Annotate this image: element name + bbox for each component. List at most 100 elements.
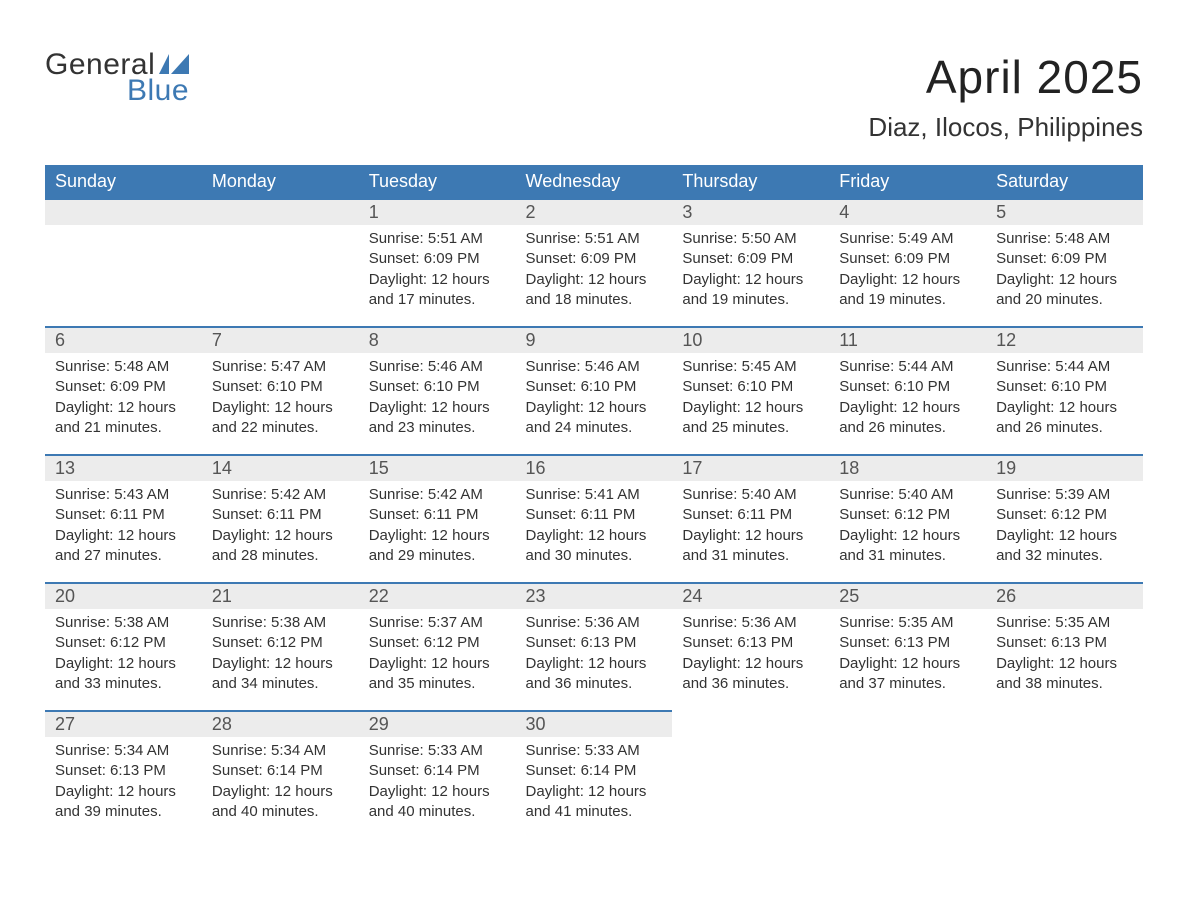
daylight-text: Daylight: 12 hours and 31 minutes. xyxy=(682,526,819,567)
daylight-text: Daylight: 12 hours and 39 minutes. xyxy=(55,782,192,823)
title-block: April 2025 Diaz, Ilocos, Philippines xyxy=(868,50,1143,143)
sunset-text: Sunset: 6:11 PM xyxy=(55,505,192,525)
daylight-text: Daylight: 12 hours and 18 minutes. xyxy=(526,270,663,311)
calendar-week-row: 6Sunrise: 5:48 AMSunset: 6:09 PMDaylight… xyxy=(45,326,1143,454)
day-body: Sunrise: 5:35 AMSunset: 6:13 PMDaylight:… xyxy=(986,609,1143,704)
sunset-text: Sunset: 6:09 PM xyxy=(839,249,976,269)
calendar-cell: 29Sunrise: 5:33 AMSunset: 6:14 PMDayligh… xyxy=(359,710,516,838)
day-number: 22 xyxy=(359,582,516,609)
sunrise-text: Sunrise: 5:48 AM xyxy=(55,357,192,377)
calendar-cell: 17Sunrise: 5:40 AMSunset: 6:11 PMDayligh… xyxy=(672,454,829,582)
day-number: 30 xyxy=(516,710,673,737)
weekday-header: Sunday xyxy=(45,165,202,198)
sunrise-text: Sunrise: 5:49 AM xyxy=(839,229,976,249)
day-number: 7 xyxy=(202,326,359,353)
day-body: Sunrise: 5:51 AMSunset: 6:09 PMDaylight:… xyxy=(359,225,516,320)
day-body: Sunrise: 5:42 AMSunset: 6:11 PMDaylight:… xyxy=(359,481,516,576)
sunset-text: Sunset: 6:13 PM xyxy=(682,633,819,653)
daylight-text: Daylight: 12 hours and 29 minutes. xyxy=(369,526,506,567)
day-number xyxy=(45,198,202,225)
calendar-cell: 5Sunrise: 5:48 AMSunset: 6:09 PMDaylight… xyxy=(986,198,1143,326)
calendar-cell: 24Sunrise: 5:36 AMSunset: 6:13 PMDayligh… xyxy=(672,582,829,710)
day-body: Sunrise: 5:35 AMSunset: 6:13 PMDaylight:… xyxy=(829,609,986,704)
daylight-text: Daylight: 12 hours and 28 minutes. xyxy=(212,526,349,567)
page-title: April 2025 xyxy=(868,50,1143,104)
daylight-text: Daylight: 12 hours and 36 minutes. xyxy=(526,654,663,695)
day-body: Sunrise: 5:40 AMSunset: 6:12 PMDaylight:… xyxy=(829,481,986,576)
sunset-text: Sunset: 6:10 PM xyxy=(369,377,506,397)
day-number: 23 xyxy=(516,582,673,609)
weekday-header: Tuesday xyxy=(359,165,516,198)
day-body: Sunrise: 5:37 AMSunset: 6:12 PMDaylight:… xyxy=(359,609,516,704)
weekday-header: Monday xyxy=(202,165,359,198)
sunrise-text: Sunrise: 5:33 AM xyxy=(526,741,663,761)
sunset-text: Sunset: 6:13 PM xyxy=(839,633,976,653)
sunrise-text: Sunrise: 5:46 AM xyxy=(369,357,506,377)
day-number: 8 xyxy=(359,326,516,353)
daylight-text: Daylight: 12 hours and 17 minutes. xyxy=(369,270,506,311)
day-number: 25 xyxy=(829,582,986,609)
calendar-cell: 11Sunrise: 5:44 AMSunset: 6:10 PMDayligh… xyxy=(829,326,986,454)
sunset-text: Sunset: 6:11 PM xyxy=(682,505,819,525)
daylight-text: Daylight: 12 hours and 23 minutes. xyxy=(369,398,506,439)
calendar-cell: 10Sunrise: 5:45 AMSunset: 6:10 PMDayligh… xyxy=(672,326,829,454)
day-number: 20 xyxy=(45,582,202,609)
day-number: 13 xyxy=(45,454,202,481)
day-body: Sunrise: 5:48 AMSunset: 6:09 PMDaylight:… xyxy=(986,225,1143,320)
day-body: Sunrise: 5:44 AMSunset: 6:10 PMDaylight:… xyxy=(829,353,986,448)
logo: General Blue xyxy=(45,50,189,106)
day-body: Sunrise: 5:50 AMSunset: 6:09 PMDaylight:… xyxy=(672,225,829,320)
calendar-cell: 21Sunrise: 5:38 AMSunset: 6:12 PMDayligh… xyxy=(202,582,359,710)
sunset-text: Sunset: 6:13 PM xyxy=(55,761,192,781)
day-number: 14 xyxy=(202,454,359,481)
sunset-text: Sunset: 6:11 PM xyxy=(212,505,349,525)
sunset-text: Sunset: 6:12 PM xyxy=(996,505,1133,525)
calendar-cell: 25Sunrise: 5:35 AMSunset: 6:13 PMDayligh… xyxy=(829,582,986,710)
sunrise-text: Sunrise: 5:50 AM xyxy=(682,229,819,249)
daylight-text: Daylight: 12 hours and 21 minutes. xyxy=(55,398,192,439)
day-number: 1 xyxy=(359,198,516,225)
calendar-cell: 27Sunrise: 5:34 AMSunset: 6:13 PMDayligh… xyxy=(45,710,202,838)
daylight-text: Daylight: 12 hours and 35 minutes. xyxy=(369,654,506,695)
day-number: 6 xyxy=(45,326,202,353)
sunrise-text: Sunrise: 5:40 AM xyxy=(682,485,819,505)
weekday-header: Friday xyxy=(829,165,986,198)
day-number: 5 xyxy=(986,198,1143,225)
weekday-header: Thursday xyxy=(672,165,829,198)
day-body: Sunrise: 5:33 AMSunset: 6:14 PMDaylight:… xyxy=(359,737,516,832)
day-body: Sunrise: 5:43 AMSunset: 6:11 PMDaylight:… xyxy=(45,481,202,576)
sunrise-text: Sunrise: 5:36 AM xyxy=(526,613,663,633)
weekday-header-row: SundayMondayTuesdayWednesdayThursdayFrid… xyxy=(45,165,1143,198)
sunset-text: Sunset: 6:10 PM xyxy=(839,377,976,397)
sunrise-text: Sunrise: 5:34 AM xyxy=(55,741,192,761)
sunset-text: Sunset: 6:10 PM xyxy=(526,377,663,397)
sunset-text: Sunset: 6:14 PM xyxy=(212,761,349,781)
weekday-header: Saturday xyxy=(986,165,1143,198)
sunset-text: Sunset: 6:09 PM xyxy=(996,249,1133,269)
sunset-text: Sunset: 6:10 PM xyxy=(212,377,349,397)
sunrise-text: Sunrise: 5:36 AM xyxy=(682,613,819,633)
day-body: Sunrise: 5:42 AMSunset: 6:11 PMDaylight:… xyxy=(202,481,359,576)
day-body: Sunrise: 5:36 AMSunset: 6:13 PMDaylight:… xyxy=(516,609,673,704)
calendar-cell: 23Sunrise: 5:36 AMSunset: 6:13 PMDayligh… xyxy=(516,582,673,710)
day-number xyxy=(202,198,359,225)
header: General Blue April 2025 Diaz, Ilocos, Ph… xyxy=(45,50,1143,143)
daylight-text: Daylight: 12 hours and 22 minutes. xyxy=(212,398,349,439)
day-number: 24 xyxy=(672,582,829,609)
day-number xyxy=(829,710,986,735)
sunset-text: Sunset: 6:12 PM xyxy=(369,633,506,653)
sunrise-text: Sunrise: 5:41 AM xyxy=(526,485,663,505)
sunrise-text: Sunrise: 5:45 AM xyxy=(682,357,819,377)
calendar-cell xyxy=(202,198,359,326)
day-number: 28 xyxy=(202,710,359,737)
day-number: 29 xyxy=(359,710,516,737)
sunset-text: Sunset: 6:09 PM xyxy=(526,249,663,269)
day-body: Sunrise: 5:34 AMSunset: 6:13 PMDaylight:… xyxy=(45,737,202,832)
calendar-cell xyxy=(829,710,986,838)
logo-text-blue: Blue xyxy=(45,76,189,106)
day-body: Sunrise: 5:39 AMSunset: 6:12 PMDaylight:… xyxy=(986,481,1143,576)
sunrise-text: Sunrise: 5:46 AM xyxy=(526,357,663,377)
day-body: Sunrise: 5:34 AMSunset: 6:14 PMDaylight:… xyxy=(202,737,359,832)
calendar-cell xyxy=(672,710,829,838)
day-body: Sunrise: 5:40 AMSunset: 6:11 PMDaylight:… xyxy=(672,481,829,576)
